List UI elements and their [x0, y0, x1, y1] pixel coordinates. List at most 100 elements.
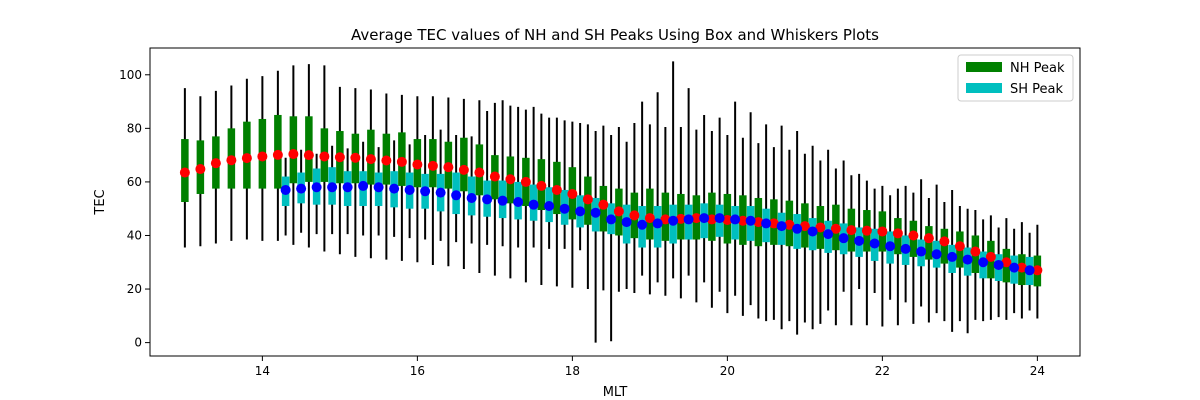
nh-mean-point [861, 225, 872, 236]
nh-mean-point [396, 156, 407, 167]
sh-mean-point [311, 182, 322, 193]
plot-boxes [181, 61, 1042, 343]
legend-label-nh: NH Peak [1010, 61, 1065, 76]
nh-mean-point [210, 158, 221, 169]
nh-mean-point [753, 217, 764, 228]
nh-mean-point [288, 149, 299, 160]
nh-mean-point [675, 213, 686, 224]
y-tick-label: 20 [127, 282, 142, 296]
sh-mean-point [714, 213, 725, 224]
sh-mean-point [838, 233, 849, 244]
nh-mean-point [923, 233, 934, 244]
nh-box [305, 116, 313, 182]
sh-mean-point [978, 257, 989, 268]
sh-mean-point [280, 184, 291, 195]
nh-mean-point [660, 214, 671, 225]
nh-mean-point [179, 167, 190, 178]
nh-mean-point [474, 167, 485, 178]
nh-mean-point [319, 151, 330, 162]
nh-mean-point [505, 174, 516, 185]
nh-mean-point [458, 164, 469, 175]
chart-title: Average TEC values of NH and SH Peaks Us… [351, 26, 879, 44]
legend-swatch-nh [966, 62, 1002, 72]
legend: NH Peak SH Peak [957, 54, 1074, 102]
nh-mean-point [412, 159, 423, 170]
nh-mean-point [830, 223, 841, 234]
y-axis: 0 20 40 60 80 100 [119, 68, 150, 350]
sh-mean-point [497, 195, 508, 206]
sh-mean-point [668, 215, 679, 226]
sh-mean-point [993, 259, 1004, 270]
nh-mean-point [892, 228, 903, 239]
sh-mean-point [699, 213, 710, 224]
sh-mean-point [482, 194, 493, 205]
x-tick-label: 20 [720, 364, 735, 378]
sh-mean-point [559, 203, 570, 214]
sh-mean-point [637, 219, 648, 230]
nh-mean-point [226, 155, 237, 166]
x-axis: 14 16 18 20 22 24 [255, 356, 1045, 378]
nh-mean-point [613, 206, 624, 217]
nh-mean-point [598, 199, 609, 210]
nh-mean-point [629, 210, 640, 221]
sh-mean-point [776, 221, 787, 232]
nh-mean-point [784, 219, 795, 230]
plot-frame [149, 47, 1081, 357]
sh-mean-point [466, 192, 477, 203]
nh-mean-point [257, 151, 268, 162]
nh-mean-point [1016, 262, 1027, 273]
sh-mean-point [931, 249, 942, 260]
sh-mean-point [869, 238, 880, 249]
nh-mean-point [334, 152, 345, 163]
x-tick-label: 22 [875, 364, 890, 378]
nh-mean-point [303, 150, 314, 161]
x-axis-label: MLT [603, 385, 628, 400]
nh-mean-point [737, 215, 748, 226]
nh-mean-point [536, 180, 547, 191]
sh-mean-point [1024, 265, 1035, 276]
sh-mean-point [745, 215, 756, 226]
nh-box [460, 137, 468, 192]
nh-mean-point [954, 241, 965, 252]
sh-mean-point [606, 214, 617, 225]
legend-swatch-sh [966, 83, 1002, 93]
sh-mean-point [358, 180, 369, 191]
nh-mean-point [381, 155, 392, 166]
sh-mean-point [1009, 262, 1020, 273]
sh-mean-point [590, 207, 601, 218]
nh-mean-point [815, 222, 826, 233]
sh-mean-point [652, 218, 663, 229]
sh-mean-point [373, 182, 384, 193]
nh-mean-point [272, 149, 283, 160]
means-layer [179, 149, 1043, 276]
x-tick-label: 24 [1030, 364, 1045, 378]
sh-mean-point [435, 187, 446, 198]
sh-mean-point [451, 190, 462, 201]
nh-mean-point [1001, 257, 1012, 268]
y-tick-label: 0 [134, 336, 142, 350]
sh-mean-point [420, 186, 431, 197]
x-tick-label: 14 [255, 364, 270, 378]
y-tick-label: 100 [119, 68, 142, 82]
nh-mean-point [195, 164, 206, 175]
nh-mean-point [908, 230, 919, 241]
nh-mean-point [877, 226, 888, 237]
nh-mean-point [985, 251, 996, 262]
nh-mean-point [350, 152, 361, 163]
nh-mean-point [1032, 265, 1043, 276]
sh-mean-point [885, 241, 896, 252]
x-tick-label: 18 [565, 364, 580, 378]
sh-mean-point [916, 246, 927, 257]
sh-mean-point [962, 254, 973, 265]
nh-mean-point [768, 218, 779, 229]
sh-mean-point [947, 251, 958, 262]
sh-mean-point [575, 206, 586, 217]
nh-mean-point [939, 236, 950, 247]
nh-mean-point [706, 214, 717, 225]
sh-mean-point [544, 201, 555, 212]
nh-mean-point [551, 184, 562, 195]
nh-mean-point [489, 171, 500, 182]
sh-mean-point [730, 214, 741, 225]
nh-mean-point [799, 221, 810, 232]
